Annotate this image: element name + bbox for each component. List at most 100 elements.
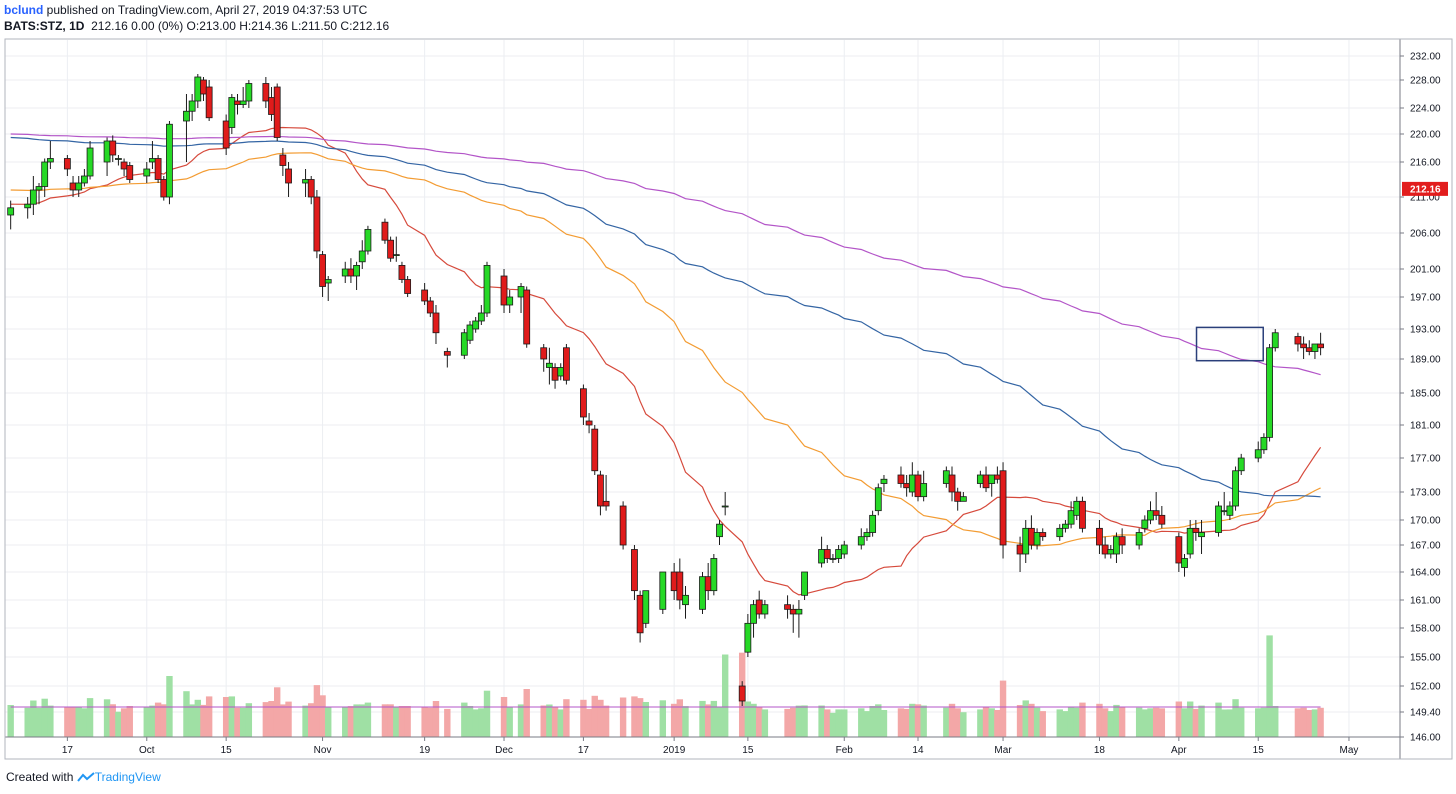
volume-bar — [756, 706, 763, 737]
volume-bar — [1255, 708, 1262, 737]
volume-bar — [636, 698, 644, 737]
volume-bar — [302, 705, 309, 737]
candle — [1294, 332, 1302, 352]
time-tick-label: May — [1340, 745, 1359, 756]
volume-bar — [1260, 707, 1268, 737]
candle — [789, 604, 797, 633]
candle — [1220, 492, 1228, 516]
volume-bar — [393, 707, 400, 737]
candle — [795, 600, 803, 638]
volume-bar — [228, 696, 236, 737]
price-tick-label: 161.00 — [1410, 596, 1441, 607]
volume-bar — [120, 708, 128, 737]
candle — [959, 492, 967, 502]
candle — [755, 590, 763, 619]
price-tick-label: 164.00 — [1410, 568, 1441, 579]
volume-bar — [364, 702, 372, 737]
candle — [1147, 501, 1154, 525]
volume-bar — [977, 709, 984, 737]
candle — [183, 94, 190, 162]
candle — [1067, 501, 1075, 529]
candle — [1226, 501, 1234, 520]
volume-bar — [1096, 703, 1103, 737]
volume-bar — [943, 707, 950, 737]
candle — [1305, 340, 1313, 356]
candle — [1237, 453, 1245, 475]
volume-bar — [982, 706, 990, 737]
volume-bar — [897, 708, 905, 737]
volume-bar — [86, 698, 94, 737]
candle — [69, 176, 77, 197]
time-tick-label: 2019 — [663, 745, 686, 756]
tradingview-brand[interactable]: TradingView — [94, 770, 161, 784]
candle — [166, 121, 173, 205]
time-axis[interactable]: 17 Oct 15 Nov 19 Dec 17 2019 15 Feb 14 Mar 18 Apr 15 Ma… — [62, 737, 1359, 756]
candle — [1271, 329, 1279, 352]
candle — [738, 681, 746, 706]
volume-bar — [347, 706, 355, 737]
candle — [761, 600, 769, 619]
candle — [1135, 528, 1143, 550]
candle — [500, 269, 508, 313]
candle — [381, 218, 389, 244]
candle — [914, 470, 922, 502]
candle — [670, 563, 678, 600]
candle — [364, 225, 372, 255]
candle — [1096, 520, 1103, 554]
time-tick-label: 17 — [578, 745, 590, 756]
volume-bar — [103, 699, 111, 737]
candle — [1079, 496, 1086, 533]
volume-bar — [784, 708, 791, 737]
candle — [988, 474, 996, 497]
volume-bar — [308, 703, 315, 737]
price-tick-label: 146.00 — [1410, 733, 1441, 744]
price-tick-label: 216.00 — [1410, 158, 1441, 169]
volume-bar — [500, 697, 508, 737]
candle — [222, 114, 230, 155]
candle — [1198, 520, 1205, 554]
volume-bar — [466, 706, 474, 737]
volume-bar — [1079, 702, 1086, 737]
candle — [784, 595, 791, 619]
candle — [863, 528, 871, 541]
volume-bar — [1181, 708, 1188, 737]
candle — [200, 77, 207, 101]
volume-bar — [359, 704, 366, 737]
candle — [460, 329, 468, 359]
candle — [234, 94, 241, 115]
time-tick-label: 15 — [1253, 745, 1265, 756]
volume-bar — [863, 711, 871, 737]
candle — [517, 283, 525, 313]
candle — [103, 137, 111, 176]
volume-bar — [875, 704, 882, 737]
volume-bar — [829, 712, 837, 737]
volume-bar — [115, 711, 122, 737]
candle — [619, 501, 627, 550]
author-link[interactable]: bclund — [4, 3, 44, 17]
moving-averages — [10, 126, 1322, 596]
volume-bar — [30, 700, 37, 737]
price-axis[interactable]: 232.00 228.00 224.00 220.00 216.00 211.00 206.… — [1400, 52, 1448, 744]
volume-bar — [602, 705, 610, 737]
volume-bar — [1294, 708, 1302, 737]
candle — [432, 305, 440, 344]
time-tick-label: Dec — [495, 745, 513, 756]
volume-bar — [47, 705, 54, 737]
candle — [585, 413, 593, 434]
volume-bar — [591, 695, 598, 737]
volume-bar — [1028, 703, 1035, 737]
consolidation-box[interactable] — [1195, 326, 1264, 362]
candle — [1033, 528, 1041, 550]
volume-bar — [143, 707, 150, 737]
price-tick-label: 211.00 — [1410, 193, 1440, 204]
candle — [642, 590, 650, 628]
candle — [1101, 536, 1109, 559]
ma50-line — [10, 152, 1321, 547]
candle — [699, 572, 706, 614]
volume-bar — [1215, 702, 1222, 737]
volume-bar — [517, 704, 525, 737]
candle — [704, 563, 712, 600]
candle — [421, 283, 429, 305]
candle — [840, 540, 848, 559]
